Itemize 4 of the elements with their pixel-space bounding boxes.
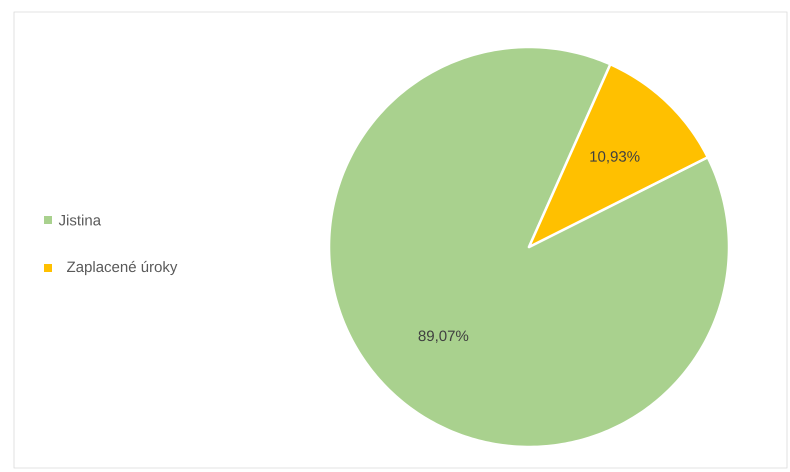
data-label: 10,93% [590,151,640,164]
data-label: 89,07% [418,330,468,343]
legend-label: Zaplacené úroky [67,260,178,276]
legend-label: Jistina [58,214,102,226]
